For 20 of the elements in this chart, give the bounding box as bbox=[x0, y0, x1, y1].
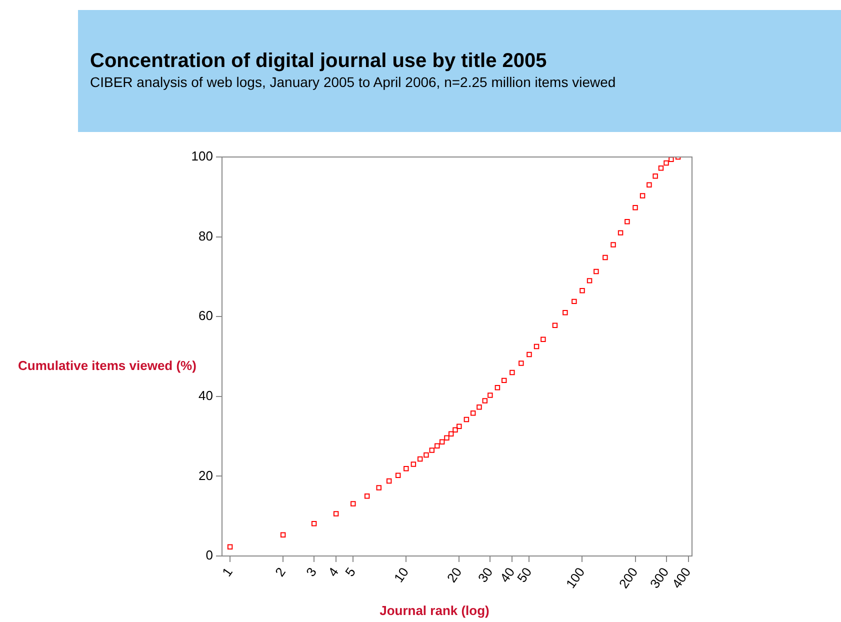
x-tick-label: 1 bbox=[219, 564, 236, 580]
y-tick-label: 40 bbox=[198, 388, 213, 403]
x-axis-title: Journal rank (log) bbox=[378, 603, 490, 618]
chart-subtitle: CIBER analysis of web logs, January 2005 to April 2006, n=2.25 million items viewed bbox=[90, 74, 616, 90]
x-tick-label: 5 bbox=[342, 564, 359, 580]
x-tick-label: 10 bbox=[390, 564, 412, 586]
x-tick-label: 100 bbox=[562, 564, 588, 592]
y-tick-label: 60 bbox=[198, 308, 213, 324]
x-tick-label: 200 bbox=[616, 564, 641, 592]
x-tick-label: 20 bbox=[444, 564, 465, 586]
chart-title: Concentration of digital journal use by title 2005 bbox=[90, 50, 547, 73]
x-tick-label: 3 bbox=[303, 564, 320, 580]
x-tick-label: 4 bbox=[325, 564, 342, 580]
x-tick-label: 30 bbox=[474, 564, 496, 586]
y-axis-title: Cumulative items viewed (%) bbox=[18, 358, 196, 373]
y-tick-label: 80 bbox=[198, 228, 213, 244]
y-tick-label: 100 bbox=[191, 148, 213, 164]
y-tick-label: 0 bbox=[206, 548, 213, 563]
x-tick-label: 2 bbox=[272, 564, 288, 580]
y-tick-label: 20 bbox=[198, 468, 213, 483]
